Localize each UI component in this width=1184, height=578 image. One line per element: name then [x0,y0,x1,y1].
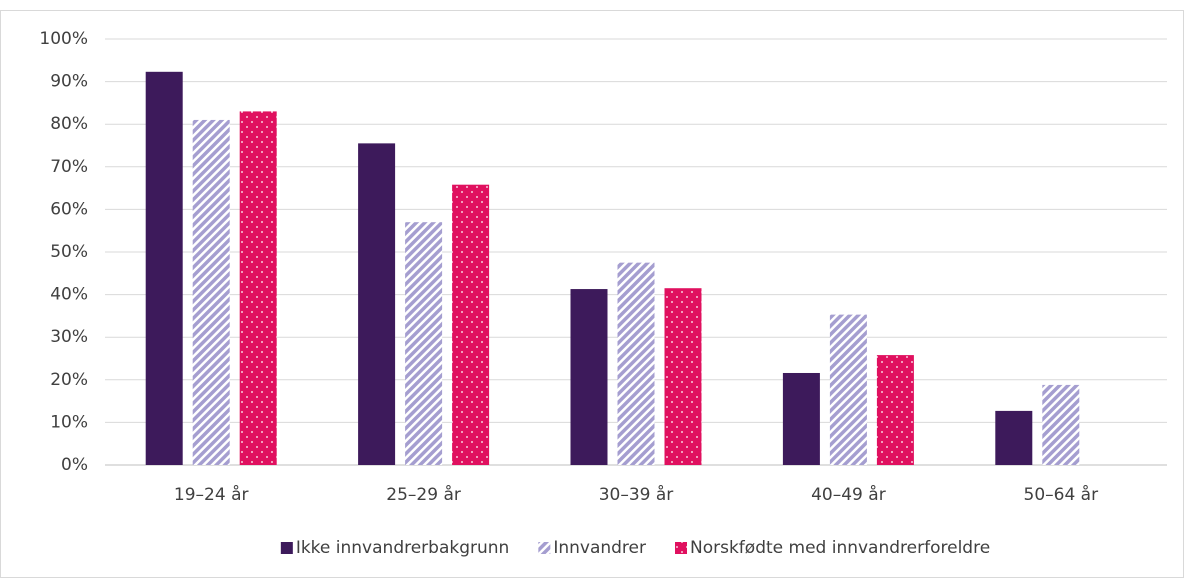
y-tick-label: 70% [50,157,88,177]
bar [239,111,277,466]
y-tick-label: 30% [50,327,88,347]
y-tick-label: 80% [50,114,88,134]
bar [570,289,608,465]
bar [995,410,1033,465]
y-tick-label: 60% [50,199,88,219]
x-tick-label: 50–64 år [1024,484,1099,505]
legend-label: Ikke innvandrerbakgrunn [296,538,510,558]
y-tick-label: 10% [50,412,88,432]
bar [405,222,443,465]
legend-label: Norskfødte med innvandrerforeldre [690,538,990,558]
legend-swatch [538,542,551,554]
y-tick-label: 20% [50,370,88,390]
bar [664,288,702,465]
y-tick-label: 90% [50,72,88,92]
bar [145,71,183,465]
y-tick-label: 40% [50,285,88,305]
legend-swatch [280,542,293,554]
bar [617,262,655,465]
bar [876,355,914,465]
y-tick-label: 0% [61,455,88,475]
legend-label: Innvandrer [553,538,646,558]
x-tick-label: 25–29 år [386,484,461,505]
bar [829,314,867,465]
x-tick-label: 40–49 år [811,484,886,505]
x-tick-label: 19–24 år [174,484,249,505]
y-tick-label: 100% [39,29,88,49]
bar [358,143,396,465]
legend-swatch [675,542,688,554]
bar [1042,384,1080,465]
bar [782,372,820,465]
bar [192,119,230,465]
bar [452,184,490,465]
x-tick-label: 30–39 år [599,484,674,505]
y-tick-label: 50% [50,242,88,262]
